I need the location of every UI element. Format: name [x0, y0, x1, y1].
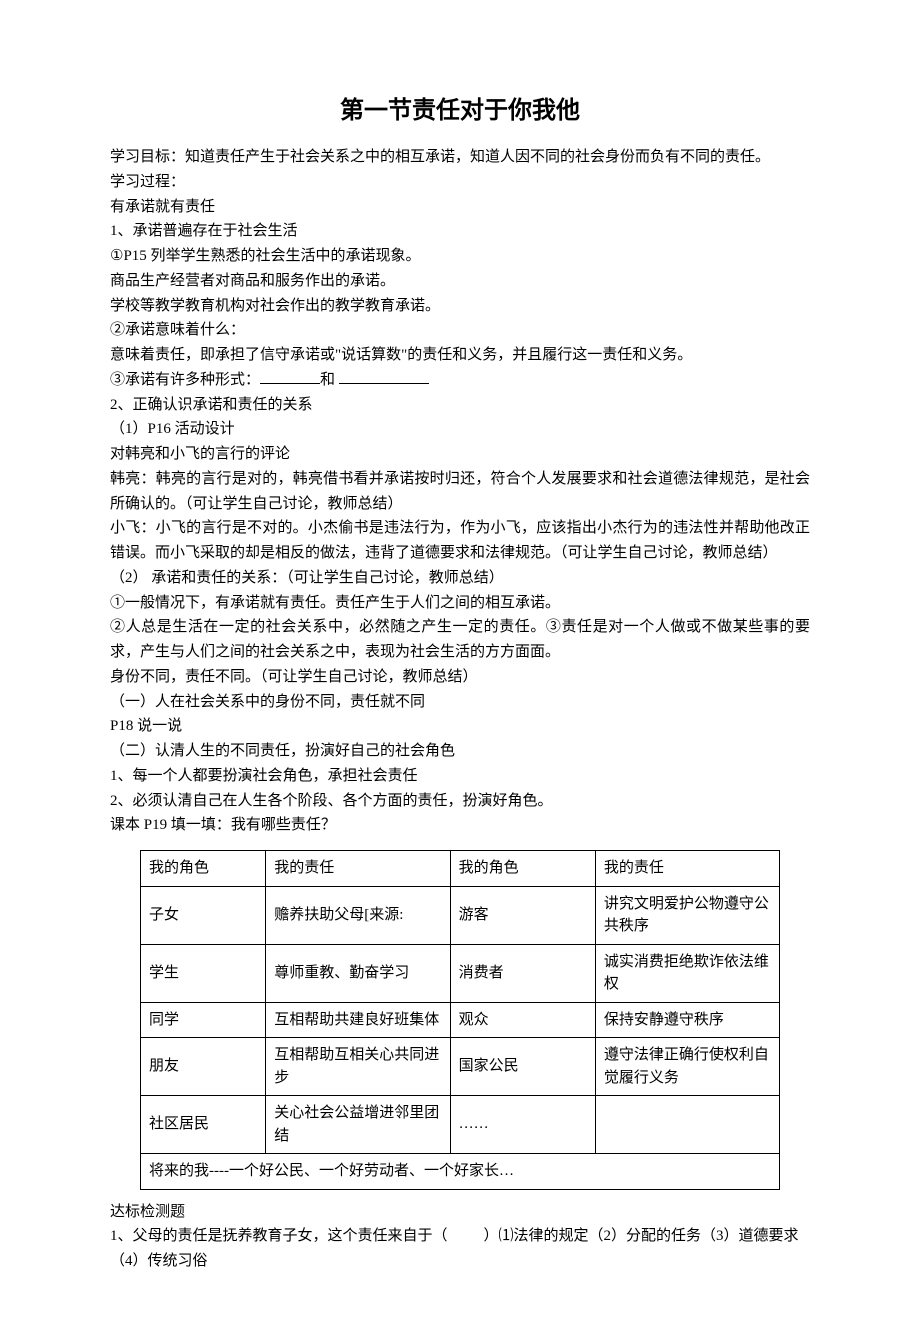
- paragraph: 1、承诺普遍存在于社会生活: [110, 219, 810, 244]
- paragraph: ①一般情况下，有承诺就有责任。责任产生于人们之间的相互承诺。: [110, 591, 810, 616]
- table-cell: 保持安静遵守秩序: [595, 1002, 779, 1038]
- blank-line: [339, 368, 429, 384]
- table-cell: [595, 1096, 779, 1154]
- text-fragment: 1、父母的责任是抚养教育子女，这个责任来自于（: [110, 1228, 448, 1244]
- table-cell: 诚实消费拒绝欺诈依法维权: [595, 944, 779, 1002]
- roles-responsibilities-table: 我的角色 我的责任 我的角色 我的责任 子女 赡养扶助父母[来源: 游客 讲究文…: [140, 850, 780, 1190]
- paragraph: （4）传统习俗: [110, 1249, 810, 1274]
- table-cell: 国家公民: [450, 1038, 595, 1096]
- paragraph: 有承诺就有责任: [110, 195, 810, 220]
- table-footer-cell: 将来的我----一个好公民、一个好劳动者、一个好家长…: [141, 1154, 780, 1190]
- table-cell: 消费者: [450, 944, 595, 1002]
- table-row: 同学 互相帮助共建良好班集体 观众 保持安静遵守秩序: [141, 1002, 780, 1038]
- table-footer-row: 将来的我----一个好公民、一个好劳动者、一个好家长…: [141, 1154, 780, 1190]
- paragraph: 对韩亮和小飞的言行的评论: [110, 442, 810, 467]
- paragraph: （二）认清人生的不同责任，扮演好自己的社会角色: [110, 739, 810, 764]
- table-row: 学生 尊师重教、勤奋学习 消费者 诚实消费拒绝欺诈依法维权: [141, 944, 780, 1002]
- blank-line: [260, 368, 320, 384]
- paragraph: 2、正确认识承诺和责任的关系: [110, 393, 810, 418]
- table-cell: 尊师重教、勤奋学习: [266, 944, 450, 1002]
- paragraph: 身份不同，责任不同。（可让学生自己讨论，教师总结）: [110, 665, 810, 690]
- table-cell: 学生: [141, 944, 266, 1002]
- table-cell: 游客: [450, 886, 595, 944]
- page-title: 第一节责任对于你我他: [110, 90, 810, 125]
- paragraph: 2、必须认清自己在人生各个阶段、各个方面的责任，扮演好角色。: [110, 789, 810, 814]
- paragraph: 韩亮：韩亮的言行是对的，韩亮借书看并承诺按时归还，符合个人发展要求和社会道德法律…: [110, 467, 810, 517]
- table-header-cell: 我的角色: [141, 851, 266, 887]
- table-cell: 遵守法律正确行使权利自觉履行义务: [595, 1038, 779, 1096]
- table-cell: 同学: [141, 1002, 266, 1038]
- paragraph: 学习过程：: [110, 170, 810, 195]
- paragraph: ①P15 列举学生熟悉的社会生活中的承诺现象。: [110, 244, 810, 269]
- table-cell: 关心社会公益增进邻里团结: [266, 1096, 450, 1154]
- paragraph: P18 说一说: [110, 714, 810, 739]
- table-header-cell: 我的角色: [450, 851, 595, 887]
- table-row: 子女 赡养扶助父母[来源: 游客 讲究文明爱护公物遵守公共秩序: [141, 886, 780, 944]
- table-cell: 朋友: [141, 1038, 266, 1096]
- paragraph: 小飞：小飞的言行是不对的。小杰偷书是违法行为，作为小飞，应该指出小杰行为的违法性…: [110, 516, 810, 566]
- table-cell: 子女: [141, 886, 266, 944]
- table-cell: 观众: [450, 1002, 595, 1038]
- question-paragraph: 1、父母的责任是抚养教育子女，这个责任来自于（ ）⑴法律的规定（2）分配的任务（3…: [110, 1224, 810, 1249]
- paragraph: ②承诺意味着什么：: [110, 318, 810, 343]
- document-page: 第一节责任对于你我他 学习目标：知道责任产生于社会关系之中的相互承诺，知道人因不…: [0, 0, 920, 1334]
- paragraph: 意味着责任，即承担了信守承诺或"说话算数"的责任和义务，并且履行这一责任和义务。: [110, 343, 810, 368]
- paragraph: （一）人在社会关系中的身份不同，责任就不同: [110, 690, 810, 715]
- table-cell: 讲究文明爱护公物遵守公共秩序: [595, 886, 779, 944]
- table-cell: 互相帮助共建良好班集体: [266, 1002, 450, 1038]
- table-header-cell: 我的责任: [266, 851, 450, 887]
- paragraph: 学习目标：知道责任产生于社会关系之中的相互承诺，知道人因不同的社会身份而负有不同…: [110, 145, 810, 170]
- table-row: 社区居民 关心社会公益增进邻里团结 ……: [141, 1096, 780, 1154]
- paragraph: 1、每一个人都要扮演社会角色，承担社会责任: [110, 764, 810, 789]
- text-fragment: ③承诺有许多种形式：: [110, 372, 260, 388]
- text-fragment: 和: [320, 372, 335, 388]
- table-header-cell: 我的责任: [595, 851, 779, 887]
- table-cell: ……: [450, 1096, 595, 1154]
- paragraph-fill-blank: ③承诺有许多种形式： 和: [110, 368, 810, 393]
- paragraph: 达标检测题: [110, 1200, 810, 1225]
- paragraph: 商品生产经营者对商品和服务作出的承诺。: [110, 269, 810, 294]
- paragraph: 学校等教学教育机构对社会作出的教学教育承诺。: [110, 294, 810, 319]
- table-cell: 社区居民: [141, 1096, 266, 1154]
- table-cell: 互相帮助互相关心共同进步: [266, 1038, 450, 1096]
- table-cell: 赡养扶助父母[来源:: [266, 886, 450, 944]
- paragraph: ②人总是生活在一定的社会关系中，必然随之产生一定的责任。③责任是对一个人做或不做…: [110, 615, 810, 665]
- paragraph: （2） 承诺和责任的关系：（可让学生自己讨论，教师总结）: [110, 566, 810, 591]
- table-header-row: 我的角色 我的责任 我的角色 我的责任: [141, 851, 780, 887]
- text-fragment: ）⑴法律的规定（2）分配的任务（3）道德要求: [484, 1228, 799, 1244]
- paragraph: （1）P16 活动设计: [110, 417, 810, 442]
- paragraph: 课本 P19 填一填：我有哪些责任？: [110, 813, 810, 838]
- table-row: 朋友 互相帮助互相关心共同进步 国家公民 遵守法律正确行使权利自觉履行义务: [141, 1038, 780, 1096]
